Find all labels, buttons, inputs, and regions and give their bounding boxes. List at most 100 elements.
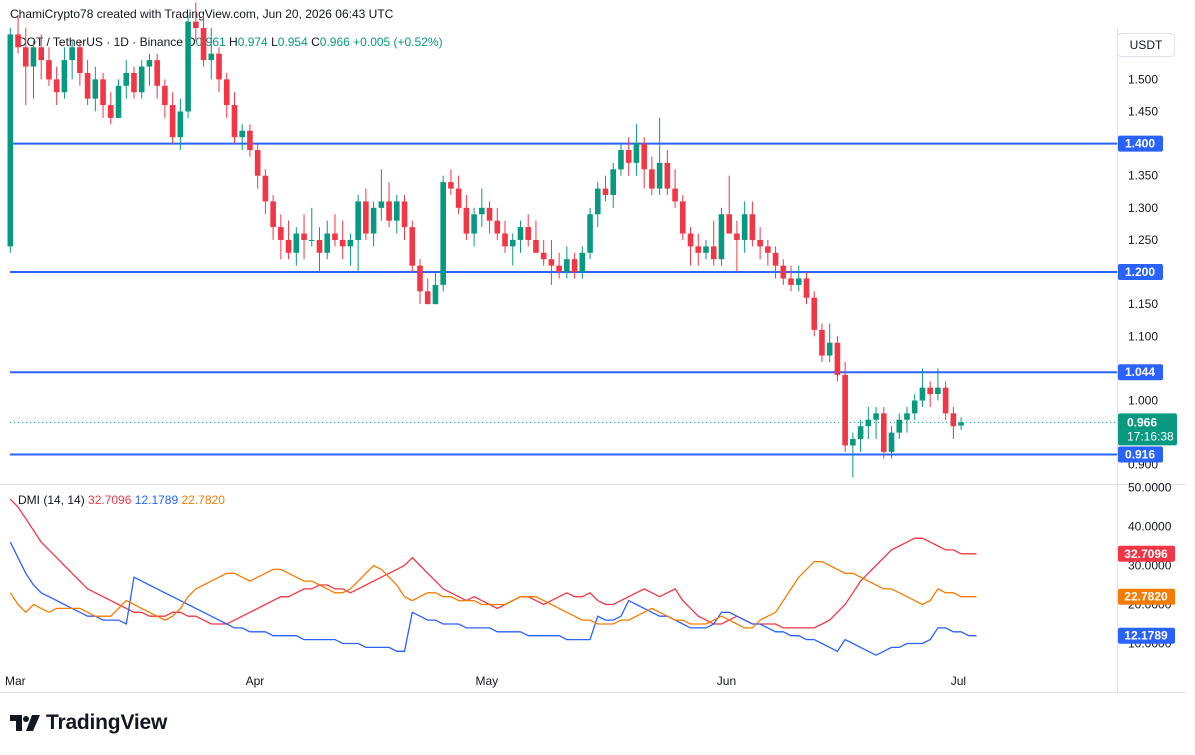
candle-body bbox=[587, 214, 593, 253]
candle-body bbox=[409, 227, 416, 266]
candle-body bbox=[641, 143, 647, 170]
dmi-value-2: 12.1789 bbox=[134, 493, 179, 507]
tradingview-logo-icon bbox=[10, 715, 40, 731]
candle-body bbox=[703, 246, 709, 253]
candle-body bbox=[471, 214, 477, 234]
candle-body bbox=[107, 105, 114, 118]
candle-body bbox=[540, 252, 547, 260]
candle-body bbox=[826, 342, 833, 356]
tradingview-logo[interactable]: TradingView bbox=[10, 711, 167, 735]
candle-body bbox=[726, 214, 732, 234]
candle-body bbox=[216, 53, 222, 80]
candle-body bbox=[355, 201, 361, 240]
candle-body bbox=[440, 182, 446, 285]
candle-body bbox=[594, 188, 601, 215]
candle-body bbox=[262, 175, 269, 202]
candle-body bbox=[564, 259, 570, 273]
symbol-name[interactable]: DOT / TetherUS · 1D · Binance bbox=[18, 35, 183, 49]
candle-body bbox=[687, 233, 694, 247]
candle-body bbox=[850, 439, 856, 446]
candle-body bbox=[46, 60, 52, 80]
candle-body bbox=[649, 169, 655, 189]
candle-body bbox=[30, 47, 37, 67]
candle-body bbox=[625, 150, 632, 163]
candle-body bbox=[880, 413, 887, 452]
candle-body bbox=[386, 201, 392, 221]
time-tick-label: May bbox=[475, 674, 498, 688]
last-price-label: 0.966 bbox=[1127, 415, 1157, 429]
candle-body bbox=[633, 143, 640, 163]
candle-body bbox=[788, 278, 794, 285]
candle-body bbox=[502, 233, 508, 247]
candle-body bbox=[919, 387, 926, 401]
candle-body bbox=[417, 265, 423, 292]
candle-body bbox=[401, 201, 408, 228]
currency-button[interactable]: USDT bbox=[1117, 33, 1175, 57]
candle-body bbox=[819, 329, 825, 356]
candle-body bbox=[38, 47, 45, 61]
candle-body bbox=[610, 169, 617, 195]
candle-body bbox=[479, 207, 485, 215]
candle-body bbox=[780, 265, 787, 279]
dmi-series-line bbox=[9, 541, 977, 656]
candle-body bbox=[927, 387, 933, 395]
dmi-value-1: 32.7096 bbox=[88, 493, 132, 507]
candle-body bbox=[718, 214, 725, 260]
candle-body bbox=[911, 400, 918, 414]
tradingview-logo-text: TradingView bbox=[46, 711, 168, 734]
price-chart[interactable]: 1.500 1.450 1.350 1.300 1.250 1.150 1.100 1.000… bbox=[0, 0, 1195, 700]
candle-body bbox=[370, 207, 377, 234]
candle-body bbox=[942, 387, 949, 414]
candle-body bbox=[138, 66, 145, 93]
low-label: L bbox=[271, 35, 278, 49]
candle-body bbox=[803, 278, 810, 298]
time-tick-label: Apr bbox=[246, 674, 265, 688]
candle-body bbox=[293, 233, 300, 253]
candle-body bbox=[888, 432, 895, 452]
last-price-badge bbox=[1118, 413, 1177, 446]
low-value: 0.954 bbox=[277, 35, 308, 49]
candle-body bbox=[100, 79, 106, 106]
level-badge bbox=[1118, 135, 1163, 152]
candle-body bbox=[463, 207, 470, 234]
high-value: 0.974 bbox=[237, 35, 268, 49]
candle-body bbox=[278, 227, 284, 240]
dmi-tick-label: 30.0000 bbox=[1128, 559, 1172, 573]
level-badge bbox=[1118, 364, 1163, 381]
price-tick-label: 1.500 bbox=[1128, 72, 1158, 86]
candle-body bbox=[146, 60, 153, 67]
candle-body bbox=[710, 246, 717, 260]
candle-body bbox=[618, 150, 624, 170]
candle-body bbox=[154, 60, 160, 86]
open-label: O bbox=[186, 35, 196, 49]
price-tick-label: 1.250 bbox=[1128, 233, 1158, 247]
price-tick-label: 1.150 bbox=[1128, 297, 1158, 311]
candle-body bbox=[61, 60, 68, 93]
level-label: 1.400 bbox=[1125, 137, 1155, 151]
price-tick-label: 1.450 bbox=[1128, 104, 1158, 118]
candle-body bbox=[115, 85, 122, 118]
candle-body bbox=[857, 426, 864, 440]
candle-body bbox=[509, 239, 516, 247]
candle-body bbox=[448, 182, 454, 189]
time-tick-label: Jun bbox=[717, 674, 736, 688]
close-label: C bbox=[311, 35, 320, 49]
candle-body bbox=[254, 150, 261, 176]
candle-body bbox=[556, 265, 562, 273]
candle-body bbox=[394, 201, 400, 221]
candle-body bbox=[285, 239, 292, 253]
candle-body bbox=[811, 297, 818, 330]
candle-body bbox=[239, 130, 245, 138]
candle-body bbox=[208, 53, 215, 61]
candle-body bbox=[757, 239, 763, 247]
candle-body bbox=[378, 201, 385, 208]
candle-body bbox=[53, 79, 60, 93]
candle-body bbox=[873, 413, 879, 420]
dmi-badge bbox=[1118, 545, 1175, 562]
candle-body bbox=[169, 105, 176, 138]
dmi-badge bbox=[1118, 588, 1175, 605]
candle-body bbox=[571, 259, 578, 273]
dmi-series-line bbox=[9, 560, 977, 629]
candle-body bbox=[486, 207, 493, 221]
candle-body bbox=[92, 79, 99, 99]
